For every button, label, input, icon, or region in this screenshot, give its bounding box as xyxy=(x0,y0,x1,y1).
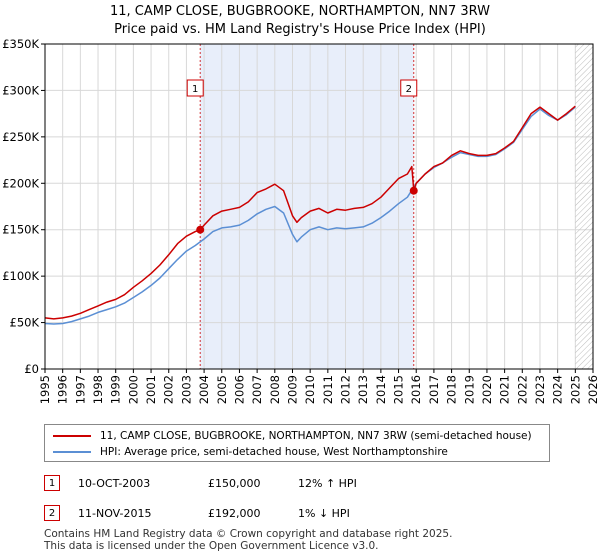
sale-point xyxy=(409,186,418,195)
x-tick-label: 2018 xyxy=(445,375,459,404)
x-tick-label: 2021 xyxy=(498,375,512,404)
y-tick-label: £0 xyxy=(24,362,39,376)
x-tick-label: 2019 xyxy=(462,375,476,404)
legend-swatch-property xyxy=(53,435,91,437)
y-tick-label: £300K xyxy=(2,83,39,97)
x-tick-label: 2004 xyxy=(197,375,211,404)
x-tick-label: 2000 xyxy=(126,375,140,404)
x-tick-label: 2022 xyxy=(515,375,529,404)
x-tick-label: 2024 xyxy=(551,375,565,404)
x-tick-label: 2025 xyxy=(568,375,582,404)
y-tick-label: £250K xyxy=(2,130,39,144)
sale-hpi-diff: 1% ↓ HPI xyxy=(298,506,350,520)
x-tick-label: 2026 xyxy=(586,375,600,404)
x-tick-label: 2009 xyxy=(285,375,299,404)
x-tick-label: 2007 xyxy=(250,375,264,404)
plot-frame xyxy=(44,43,594,370)
y-tick-label: £100K xyxy=(2,269,39,283)
sale-row-2: 2 11-NOV-2015 £192,000 1% ↓ HPI xyxy=(44,504,350,522)
x-tick-label: 2023 xyxy=(533,375,547,404)
legend-item-hpi: HPI: Average price, semi-detached house,… xyxy=(53,444,448,460)
x-tick-label: 1997 xyxy=(73,375,87,404)
x-tick-label: 2011 xyxy=(321,375,335,404)
y-tick-label: £350K xyxy=(2,37,39,51)
y-tick-label: £50K xyxy=(10,316,40,330)
hpi-line xyxy=(44,106,576,325)
x-tick-label: 1995 xyxy=(38,375,52,404)
legend-item-property: 11, CAMP CLOSE, BUGBROOKE, NORTHAMPTON, … xyxy=(53,428,532,444)
legend-swatch-hpi xyxy=(53,451,91,453)
chart-legend: 11, CAMP CLOSE, BUGBROOKE, NORTHAMPTON, … xyxy=(44,424,550,462)
sale-point xyxy=(196,225,205,234)
x-tick-label: 2003 xyxy=(179,375,193,404)
x-tick-label: 2014 xyxy=(374,375,388,404)
sale-number-label: 2 xyxy=(406,84,412,95)
y-tick-label: £200K xyxy=(2,176,39,190)
footer-copyright: Contains HM Land Registry data © Crown c… xyxy=(44,528,453,540)
x-tick-label: 2001 xyxy=(144,375,158,404)
x-tick-label: 2017 xyxy=(427,375,441,404)
ownership-period-shade xyxy=(200,44,414,369)
sale-date: 11-NOV-2015 xyxy=(78,506,152,520)
legend-label-hpi: HPI: Average price, semi-detached house,… xyxy=(100,446,448,458)
x-tick-label: 1998 xyxy=(91,375,105,404)
chart-subtitle: Price paid vs. HM Land Registry's House … xyxy=(114,22,486,37)
sale-price: £150,000 xyxy=(208,476,261,490)
sale-date: 10-OCT-2003 xyxy=(78,476,151,490)
sale-number-box xyxy=(400,79,418,97)
forecast-hatch xyxy=(575,44,593,369)
x-tick-label: 2015 xyxy=(392,375,406,404)
x-tick-label: 2020 xyxy=(480,375,494,404)
sale-number-box xyxy=(186,79,204,97)
sale-number-label: 1 xyxy=(192,84,198,95)
x-tick-label: 2013 xyxy=(356,375,370,404)
sale-row-1: 1 10-OCT-2003 £150,000 12% ↑ HPI xyxy=(44,474,357,492)
price-chart: 1 2 £0 £50K £100K £150K £200K £250K £300K £350K 1… xyxy=(2,37,600,404)
x-tick-label: 1996 xyxy=(56,375,70,404)
footer-licence: This data is licensed under the Open Gov… xyxy=(44,540,379,552)
x-tick-label: 2012 xyxy=(339,375,353,404)
legend-label-property: 11, CAMP CLOSE, BUGBROOKE, NORTHAMPTON, … xyxy=(100,430,532,442)
x-tick-label: 2006 xyxy=(232,375,246,404)
attribution-footer: Contains HM Land Registry data © Crown c… xyxy=(44,528,452,552)
sale-hpi-diff: 12% ↑ HPI xyxy=(298,476,357,490)
y-tick-label: £150K xyxy=(2,223,39,237)
x-tick-label: 1999 xyxy=(109,375,123,404)
chart-title: 11, CAMP CLOSE, BUGBROOKE, NORTHAMPTON, … xyxy=(109,4,491,19)
x-tick-label: 2008 xyxy=(268,375,282,404)
sale-number-badge: 2 xyxy=(44,505,60,521)
x-tick-label: 2005 xyxy=(215,375,229,404)
sale-number-badge: 1 xyxy=(44,475,60,491)
property-price-line xyxy=(44,105,576,320)
x-tick-label: 2016 xyxy=(409,375,423,404)
x-tick-label: 2002 xyxy=(162,375,176,404)
x-tick-label: 2010 xyxy=(303,375,317,404)
sale-price: £192,000 xyxy=(208,506,261,520)
